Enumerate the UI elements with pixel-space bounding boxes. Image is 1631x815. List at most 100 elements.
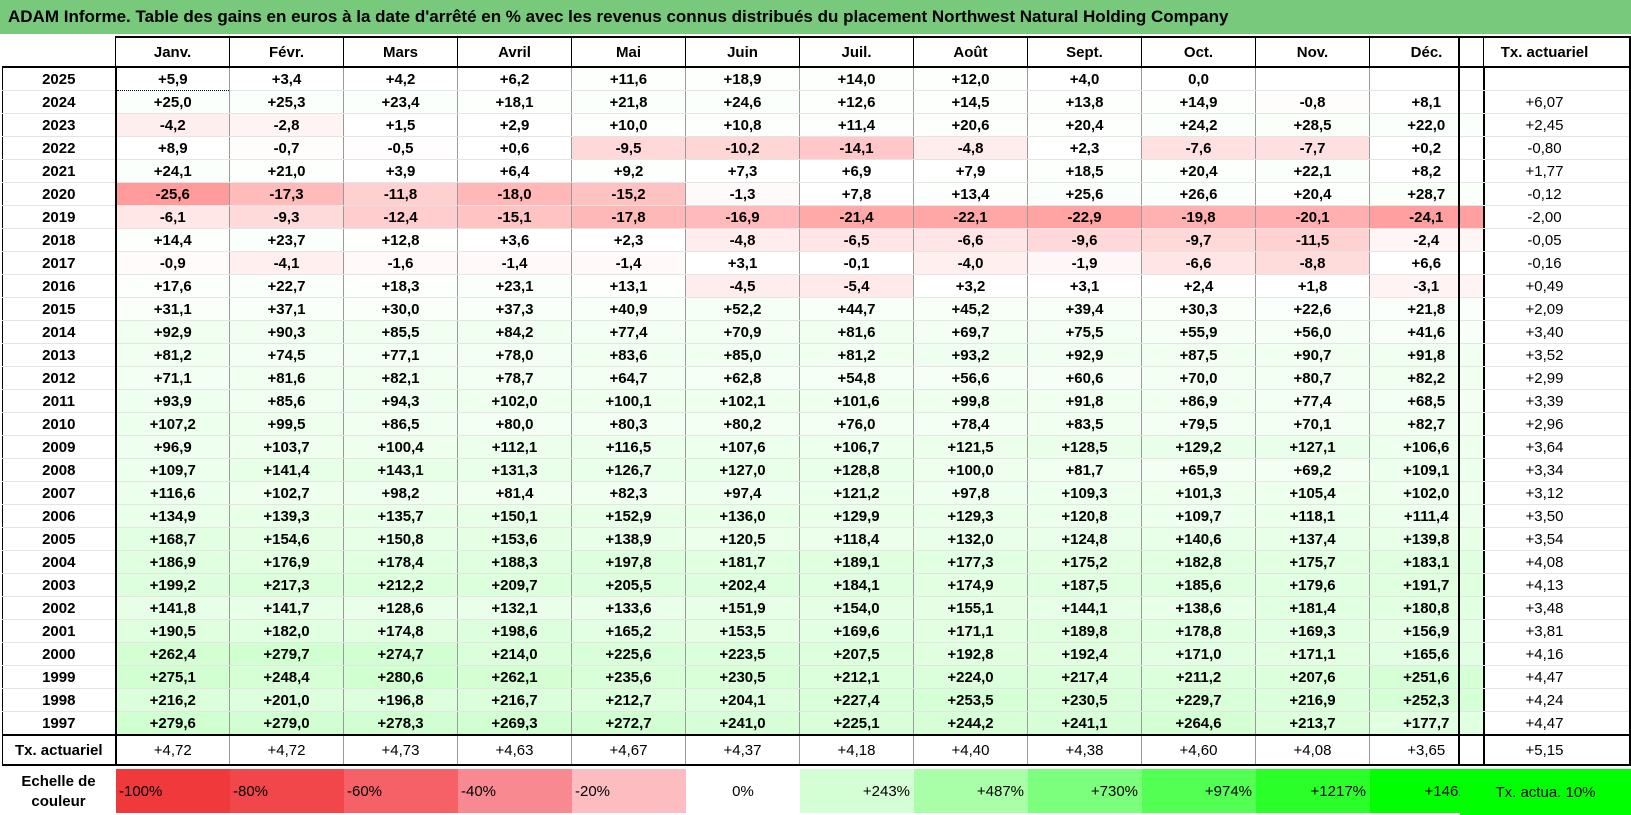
gain-cell: +2,3 — [1027, 136, 1142, 160]
gain-cell: +24,6 — [685, 90, 800, 114]
gain-cell: +198,6 — [457, 619, 572, 643]
gain-cell: +82,1 — [343, 366, 458, 390]
footer-rate-cell: +4,72 — [115, 735, 230, 766]
year-label: 2007 — [2, 481, 117, 505]
footer-rate-cell: +4,67 — [571, 735, 686, 766]
year-label: 2025 — [2, 67, 117, 91]
gain-cell: +129,9 — [799, 504, 914, 528]
footer-label: Tx. actuariel — [2, 735, 117, 766]
gain-cell: +10,0 — [571, 113, 686, 137]
gain-cell: +118,1 — [1255, 504, 1370, 528]
year-label: 2016 — [2, 274, 117, 298]
gain-cell: +92,9 — [1027, 343, 1142, 367]
gain-cell: +14,9 — [1141, 90, 1256, 114]
gain-cell: +109,7 — [115, 458, 230, 482]
color-scale-swatch: -100% — [116, 769, 230, 813]
gain-cell: -24,1 — [1369, 205, 1485, 229]
gain-cell: +133,6 — [571, 596, 686, 620]
gain-cell: +30,3 — [1141, 297, 1256, 321]
gains-table: Janv. Févr. Mars Avril Mai Juin Juil. Août Sept.… — [2, 36, 1485, 766]
gain-cell: +106,7 — [799, 435, 914, 459]
year-row: 2025 +5,9 +3,4 +4,2 +6,2 +11,6 +18,9 +14,0 +12,0… — [2, 66, 1485, 91]
gain-cell: +102,7 — [229, 481, 344, 505]
gain-cell: -6,6 — [913, 228, 1028, 252]
gain-cell: +207,5 — [799, 642, 914, 666]
gain-cell: +18,3 — [343, 274, 458, 298]
gain-cell: +217,3 — [229, 573, 344, 597]
actuarial-rate-cell: +4,16 — [1458, 642, 1631, 666]
actuarial-rate-cell: +3,12 — [1458, 481, 1631, 505]
year-label: 2004 — [2, 550, 117, 574]
gain-cell: +171,1 — [1255, 642, 1370, 666]
gain-cell: -4,0 — [913, 251, 1028, 275]
gain-cell: +10,8 — [685, 113, 800, 137]
gain-cell: +129,3 — [913, 504, 1028, 528]
gain-cell: +85,5 — [343, 320, 458, 344]
gain-cell: +22,0 — [1369, 113, 1485, 137]
gain-cell: +80,7 — [1255, 366, 1370, 390]
gain-cell: +216,2 — [115, 688, 230, 712]
year-label: 2017 — [2, 251, 117, 275]
gain-cell: +81,4 — [457, 481, 572, 505]
year-label: 2009 — [2, 435, 117, 459]
gain-cell: +55,9 — [1141, 320, 1256, 344]
gain-cell: +78,0 — [457, 343, 572, 367]
actuarial-rate-cell: +3,54 — [1458, 527, 1631, 551]
gain-cell: +169,6 — [799, 619, 914, 643]
gain-cell: -6,5 — [799, 228, 914, 252]
gain-cell: +135,7 — [343, 504, 458, 528]
year-label: 2023 — [2, 113, 117, 137]
gain-cell: +175,7 — [1255, 550, 1370, 574]
year-row: 2019 -6,1 -9,3 -12,4 -15,1 -17,8 -16,9 -21,4 -22… — [2, 205, 1485, 229]
gain-cell: +275,1 — [115, 665, 230, 689]
gain-cell: -22,9 — [1027, 205, 1142, 229]
month-header: Nov. — [1255, 36, 1370, 68]
gain-cell: +37,1 — [229, 297, 344, 321]
month-header-row: Janv. Févr. Mars Avril Mai Juin Juil. Août Sept.… — [2, 36, 1484, 68]
month-header: Févr. — [229, 36, 344, 68]
gain-cell: +99,5 — [229, 412, 344, 436]
gain-cell: +3,9 — [343, 159, 458, 183]
gain-cell: +225,1 — [799, 711, 914, 736]
gain-cell: +127,1 — [1255, 435, 1370, 459]
gain-cell: +0,6 — [457, 136, 572, 160]
actuarial-rate-cell: +4,24 — [1458, 688, 1631, 712]
gain-cell: +86,9 — [1141, 389, 1256, 413]
gain-cell: +151,9 — [685, 596, 800, 620]
gain-cell: -15,1 — [457, 205, 572, 229]
actuarial-rate-cell: -0,05 — [1458, 228, 1631, 252]
gain-cell: +209,7 — [457, 573, 572, 597]
gain-cell: -0,8 — [1255, 90, 1370, 114]
gain-cell: +225,6 — [571, 642, 686, 666]
actuarial-rate-cell: +1,77 — [1458, 159, 1631, 183]
gain-cell: +3,2 — [913, 274, 1028, 298]
year-row: 2006 +134,9 +139,3 +135,7 +150,1 +152,9 +136,0… — [2, 504, 1485, 528]
gain-cell: +8,1 — [1369, 90, 1485, 114]
gain-cell: +71,1 — [115, 366, 230, 390]
gain-cell: +77,4 — [571, 320, 686, 344]
gain-cell: +155,1 — [913, 596, 1028, 620]
gain-cell: +54,8 — [799, 366, 914, 390]
actuarial-rate-cell: +2,96 — [1458, 412, 1631, 436]
gain-cell: +13,4 — [913, 182, 1028, 206]
gain-cell: +168,7 — [115, 527, 230, 551]
gain-cell: +213,7 — [1255, 711, 1370, 736]
gain-cell: +205,5 — [571, 573, 686, 597]
gain-cell: +102,0 — [457, 389, 572, 413]
gain-cell: +181,7 — [685, 550, 800, 574]
gain-cell: +44,7 — [799, 297, 914, 321]
year-row: 2005 +168,7 +154,6 +150,8 +153,6 +138,9 +120,5… — [2, 527, 1485, 551]
gain-cell: +86,5 — [343, 412, 458, 436]
gain-cell: +70,1 — [1255, 412, 1370, 436]
year-row: 2007 +116,6 +102,7 +98,2 +81,4 +82,3 +97,4 +121… — [2, 481, 1485, 505]
gain-cell: 0,0 — [1141, 67, 1256, 91]
gain-cell: +176,9 — [229, 550, 344, 574]
gain-cell: +216,7 — [457, 688, 572, 712]
gain-cell: +116,6 — [115, 481, 230, 505]
gain-cell: +248,4 — [229, 665, 344, 689]
actuarial-rate-cell: +4,13 — [1458, 573, 1631, 597]
gain-cell: -1,4 — [457, 251, 572, 275]
gain-cell: +138,6 — [1141, 596, 1256, 620]
gain-cell: +28,5 — [1255, 113, 1370, 137]
gain-cell: +156,9 — [1369, 619, 1485, 643]
